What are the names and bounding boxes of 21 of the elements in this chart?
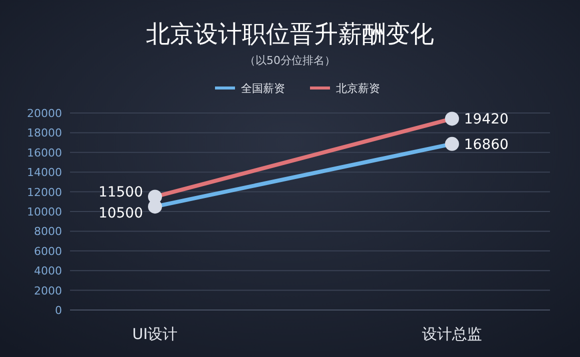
chart-title: 北京设计职位晋升薪酬变化 (146, 20, 434, 48)
y-tick-label: 18000 (27, 126, 62, 140)
y-tick-label: 4000 (34, 264, 62, 278)
y-tick-label: 2000 (34, 284, 62, 298)
y-tick-label: 20000 (27, 107, 62, 120)
legend-label: 全国薪资 (241, 82, 285, 95)
legend-label: 北京薪资 (336, 82, 380, 95)
x-tick-label: UI设计 (132, 325, 178, 343)
chart-subtitle: （以50分位排名） (244, 54, 336, 67)
y-tick-label: 16000 (27, 146, 62, 160)
y-tick-label: 10000 (27, 206, 62, 218)
y-tick-label: 14000 (27, 166, 62, 180)
data-label: 11500 (98, 184, 143, 201)
data-label: 16860 (464, 136, 509, 153)
data-label: 19420 (464, 112, 509, 128)
x-tick-label: 设计总监 (422, 325, 482, 343)
y-tick-label: 0 (55, 304, 62, 317)
y-tick-label: 12000 (27, 186, 62, 199)
y-tick-label: 8000 (34, 225, 62, 238)
data-label: 10500 (98, 206, 143, 222)
y-tick-label: 6000 (34, 244, 62, 258)
